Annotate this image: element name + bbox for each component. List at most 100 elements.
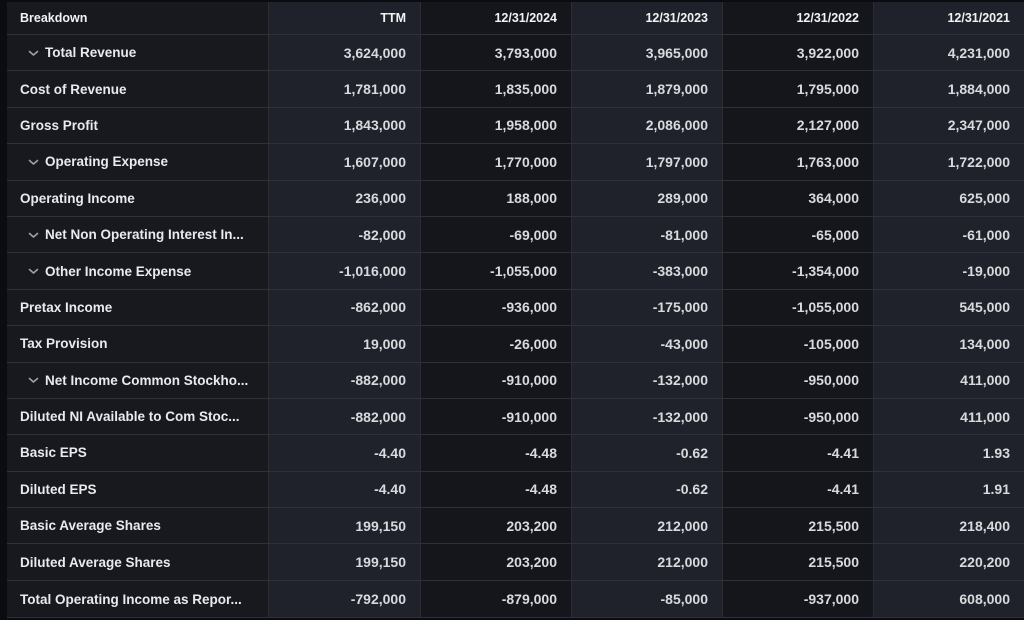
cell-value: -4.48 [420,435,571,471]
table-row: Operating Income 236,000 188,000 289,000 364… [7,180,1024,217]
cell-value: -1,055,000 [420,253,571,289]
table-row: Cost of Revenue 1,781,000 1,835,000 1,879,0… [7,71,1024,108]
row-label-cell: Cost of Revenue [7,71,268,107]
cell-value: -82,000 [268,216,420,253]
cell-value: -1,354,000 [722,253,873,289]
table-row: Total Revenue 3,624,000 3,793,000 3,965,000… [7,35,1024,72]
cell-value: -4.41 [722,435,873,471]
row-label: Tax Provision [20,336,108,352]
row-label-cell[interactable]: Other Income Expense [7,253,268,289]
cell-value: 1,781,000 [268,71,420,107]
cell-value: 411,000 [873,398,1024,435]
cell-value: -4.41 [722,471,873,508]
row-label: Diluted NI Available to Com Stoc... [20,409,240,425]
cell-value: 3,965,000 [571,35,722,71]
cell-value: 236,000 [268,180,420,216]
cell-value: -882,000 [268,398,420,435]
column-header-breakdown: Breakdown [7,2,268,34]
cell-value: -1,016,000 [268,253,420,289]
cell-value: -383,000 [571,253,722,289]
cell-value: 215,500 [722,544,873,580]
table-row: Operating Expense 1,607,000 1,770,000 1,797… [7,144,1024,181]
row-label: Cost of Revenue [20,81,127,97]
chevron-down-icon[interactable] [28,377,39,384]
cell-value: 1,770,000 [420,144,571,180]
cell-value: 1,795,000 [722,71,873,107]
table-row: Net Non Operating Interest In... -82,000 -… [7,216,1024,254]
cell-value: 1,797,000 [571,144,722,180]
cell-value: 3,922,000 [722,35,873,71]
cell-value: 364,000 [722,180,873,216]
row-label: Pretax Income [20,299,113,315]
cell-value: 2,347,000 [873,107,1024,144]
cell-value: 1,763,000 [722,144,873,180]
cell-value: -862,000 [268,289,420,326]
cell-value: 215,500 [722,508,873,544]
cell-value: -0.62 [571,435,722,471]
chevron-down-icon[interactable] [28,159,39,166]
row-label-cell: Basic EPS [7,435,268,471]
cell-value: -1,055,000 [722,289,873,326]
cell-value: 19,000 [268,326,420,362]
cell-value: 199,150 [268,544,420,580]
column-header-2023: 12/31/2023 [571,2,722,34]
cell-value: -936,000 [420,289,571,326]
cell-value: 1,958,000 [420,107,571,144]
row-label: Operating Income [20,190,135,206]
row-label-cell[interactable]: Net Income Common Stockho... [7,362,268,398]
cell-value: -85,000 [571,580,722,618]
row-label-cell[interactable]: Net Non Operating Interest In... [7,216,268,253]
row-label: Total Operating Income as Repor... [20,591,242,607]
cell-value: -26,000 [420,326,571,362]
row-label-cell[interactable]: Operating Expense [7,144,268,180]
cell-value: 625,000 [873,180,1024,216]
cell-value: 203,200 [420,544,571,580]
table-row: Pretax Income -862,000 -936,000 -175,000 -1,… [7,289,1024,327]
cell-value: 3,624,000 [268,35,420,71]
chevron-down-icon[interactable] [28,268,39,275]
cell-value: 1,843,000 [268,107,420,144]
cell-value: 199,150 [268,508,420,544]
cell-value: 2,127,000 [722,107,873,144]
cell-value: -61,000 [873,216,1024,253]
column-header-ttm: TTM [268,2,420,34]
table-row: Basic Average Shares 199,150 203,200 212,00… [7,508,1024,545]
row-label: Operating Expense [45,154,169,170]
row-label: Net Non Operating Interest In... [45,227,244,243]
table-row: Diluted NI Available to Com Stoc... -882,… [7,398,1024,436]
cell-value: -937,000 [722,580,873,618]
table-body: Total Revenue 3,624,000 3,793,000 3,965,000… [7,35,1024,618]
cell-value: 212,000 [571,544,722,580]
cell-value: 411,000 [873,362,1024,398]
cell-value: -81,000 [571,216,722,253]
cell-value: 2,086,000 [571,107,722,144]
row-label: Basic Average Shares [20,518,161,534]
row-label-cell: Diluted NI Available to Com Stoc... [7,398,268,435]
table-row: Tax Provision 19,000 -26,000 -43,000 -105,00… [7,326,1024,363]
row-label: Total Revenue [45,45,137,61]
cell-value: 3,793,000 [420,35,571,71]
table-row: Basic EPS -4.40 -4.48 -0.62 -4.41 1.93 [7,435,1024,472]
cell-value: 203,200 [420,508,571,544]
row-label: Basic EPS [20,445,87,461]
cell-value: 188,000 [420,180,571,216]
cell-value: -950,000 [722,362,873,398]
cell-value: 134,000 [873,326,1024,362]
cell-value: 1.93 [873,435,1024,471]
row-label-cell[interactable]: Total Revenue [7,35,268,71]
chevron-down-icon[interactable] [28,232,39,239]
table-row: Diluted Average Shares 199,150 203,200 212,… [7,544,1024,581]
row-label: Gross Profit [20,117,99,133]
cell-value: 212,000 [571,508,722,544]
cell-value: -105,000 [722,326,873,362]
table-row: Other Income Expense -1,016,000 -1,055,000… [7,253,1024,290]
cell-value: -0.62 [571,471,722,508]
chevron-down-icon[interactable] [28,50,39,57]
row-label-cell: Total Operating Income as Repor... [7,580,268,618]
cell-value: 1,879,000 [571,71,722,107]
cell-value: 1,835,000 [420,71,571,107]
cell-value: -4.48 [420,471,571,508]
cell-value: -132,000 [571,398,722,435]
cell-value: 608,000 [873,580,1024,618]
column-header-2022: 12/31/2022 [722,2,873,34]
